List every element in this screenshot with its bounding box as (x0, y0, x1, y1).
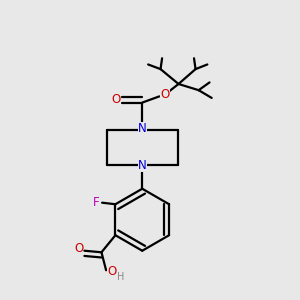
Text: F: F (93, 196, 100, 209)
Text: N: N (138, 159, 147, 172)
Text: O: O (107, 265, 116, 278)
Text: N: N (138, 159, 147, 172)
Text: O: O (111, 94, 121, 106)
Text: H: H (117, 272, 125, 282)
Text: O: O (74, 242, 83, 255)
Text: O: O (160, 88, 170, 101)
Text: N: N (138, 122, 147, 135)
